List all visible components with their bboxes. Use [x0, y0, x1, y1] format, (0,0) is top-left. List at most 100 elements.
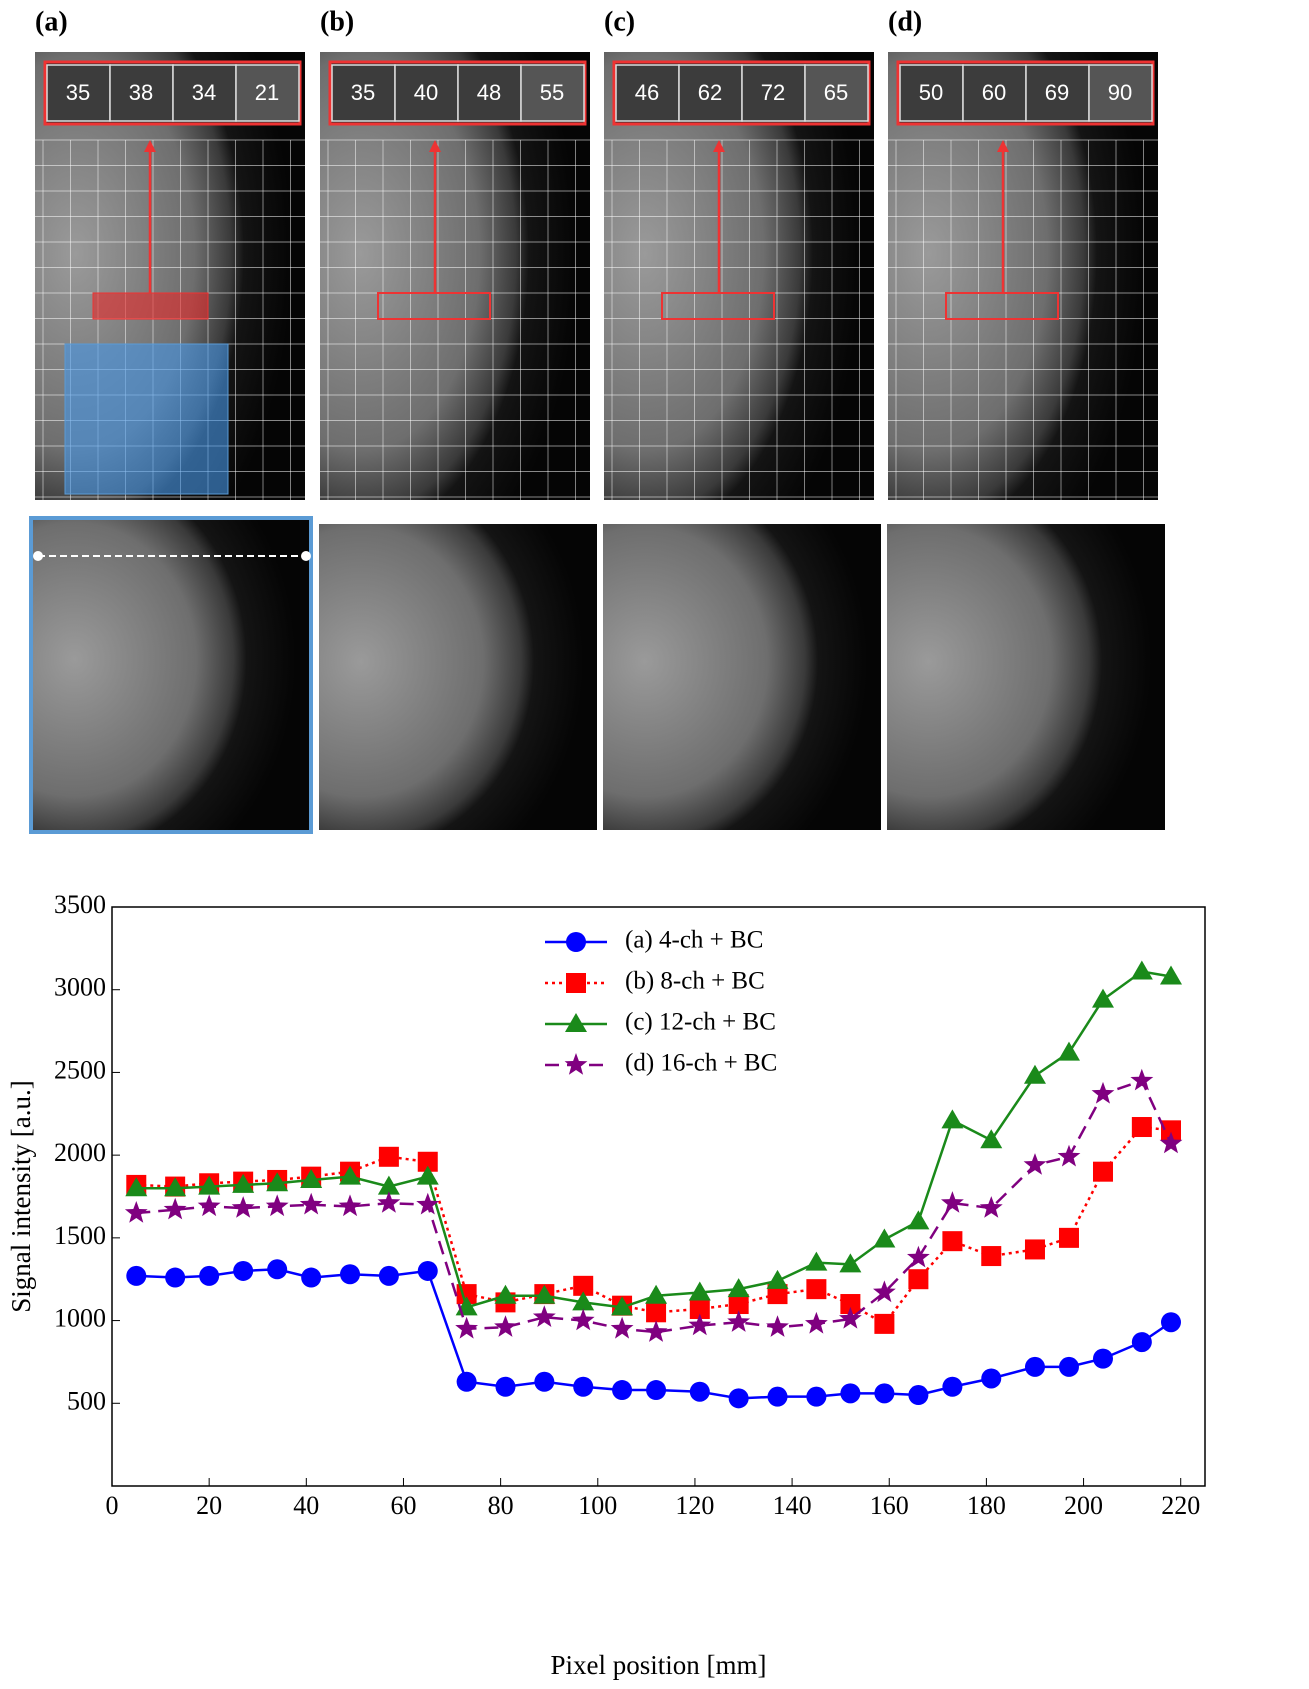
marker: [840, 1383, 860, 1403]
profile-end: [33, 551, 43, 561]
marker: [418, 1261, 438, 1281]
marker: [416, 1193, 439, 1215]
zoom-value: 34: [192, 80, 216, 105]
marker: [645, 1320, 668, 1342]
panel-label: (c): [604, 6, 635, 37]
marker: [573, 1377, 593, 1397]
marker: [805, 1312, 828, 1334]
marker: [565, 1013, 587, 1032]
marker: [339, 1194, 362, 1216]
marker: [1059, 1228, 1079, 1248]
marker: [533, 1305, 556, 1327]
mri-image-zoomed: [887, 524, 1165, 830]
marker: [1132, 1117, 1152, 1137]
y-tick-label: 1000: [54, 1304, 106, 1333]
mri-image-zoomed: [319, 524, 597, 830]
marker: [729, 1388, 749, 1408]
x-tick-label: 20: [196, 1491, 222, 1520]
y-axis-label: Signal intensity [a.u.]: [6, 1080, 36, 1312]
marker: [572, 1309, 595, 1331]
zoom-value: 55: [540, 80, 564, 105]
marker: [1131, 961, 1153, 980]
marker: [981, 1246, 1001, 1266]
zoom-value: 40: [414, 80, 438, 105]
marker: [874, 1383, 894, 1403]
marker: [379, 1147, 399, 1167]
x-tick-label: 140: [773, 1491, 812, 1520]
marker: [164, 1198, 187, 1220]
marker: [980, 1129, 1002, 1148]
legend-label: (a) 4-ch + BC: [625, 927, 763, 954]
zoom-value: 21: [255, 80, 279, 105]
x-tick-label: 80: [488, 1491, 514, 1520]
y-tick-label: 2000: [54, 1138, 106, 1167]
marker: [495, 1377, 515, 1397]
zoom-value: 50: [919, 80, 943, 105]
zoom-value: 48: [477, 80, 501, 105]
profile-end: [301, 551, 311, 561]
marker: [690, 1382, 710, 1402]
marker: [534, 1372, 554, 1392]
marker: [1161, 1312, 1181, 1332]
x-tick-label: 0: [106, 1491, 119, 1520]
x-tick-label: 40: [293, 1491, 319, 1520]
mri-image-zoomed: [33, 520, 309, 830]
marker: [766, 1315, 789, 1337]
marker: [1024, 1065, 1046, 1084]
marker: [941, 1109, 963, 1128]
marker: [1059, 1357, 1079, 1377]
marker: [768, 1387, 788, 1407]
panel-label: (b): [320, 6, 354, 37]
zoom-value: 90: [1108, 80, 1132, 105]
x-tick-label: 180: [967, 1491, 1006, 1520]
x-tick-label: 60: [390, 1491, 416, 1520]
marker: [566, 932, 586, 952]
marker: [267, 1259, 287, 1279]
y-tick-label: 3500: [54, 890, 106, 919]
panel-label: (a): [35, 6, 68, 37]
marker: [1130, 1069, 1153, 1091]
marker: [1058, 1042, 1080, 1061]
marker: [612, 1380, 632, 1400]
marker: [566, 973, 586, 993]
y-tick-label: 1500: [54, 1221, 106, 1250]
marker: [565, 1053, 588, 1075]
marker: [198, 1194, 221, 1216]
marker: [873, 1229, 895, 1248]
marker: [457, 1372, 477, 1392]
marker: [379, 1266, 399, 1286]
marker: [300, 1193, 323, 1215]
zoom-value: 38: [129, 80, 153, 105]
x-tick-label: 120: [675, 1491, 714, 1520]
marker: [1058, 1145, 1081, 1167]
marker: [1092, 989, 1114, 1008]
marker: [907, 1210, 929, 1229]
marker: [942, 1231, 962, 1251]
marker: [1093, 1349, 1113, 1369]
zoom-value: 72: [761, 80, 785, 105]
zoom-value: 69: [1045, 80, 1069, 105]
marker: [908, 1269, 928, 1289]
marker: [942, 1377, 962, 1397]
marker: [806, 1387, 826, 1407]
x-tick-label: 160: [870, 1491, 909, 1520]
x-tick-label: 220: [1161, 1491, 1200, 1520]
x-tick-label: 100: [578, 1491, 617, 1520]
zoom-value: 46: [635, 80, 659, 105]
marker: [340, 1264, 360, 1284]
marker: [455, 1317, 478, 1339]
marker: [126, 1266, 146, 1286]
marker: [1132, 1332, 1152, 1352]
marker: [767, 1270, 789, 1289]
roi-highlight: [93, 293, 208, 319]
marker: [232, 1196, 255, 1218]
legend-label: (c) 12-ch + BC: [625, 1009, 776, 1036]
marker: [874, 1314, 894, 1334]
marker: [233, 1261, 253, 1281]
legend-label: (d) 16-ch + BC: [625, 1050, 777, 1077]
marker: [1092, 1082, 1115, 1104]
marker: [125, 1201, 148, 1223]
zoom-value: 62: [698, 80, 722, 105]
marker: [941, 1191, 964, 1213]
